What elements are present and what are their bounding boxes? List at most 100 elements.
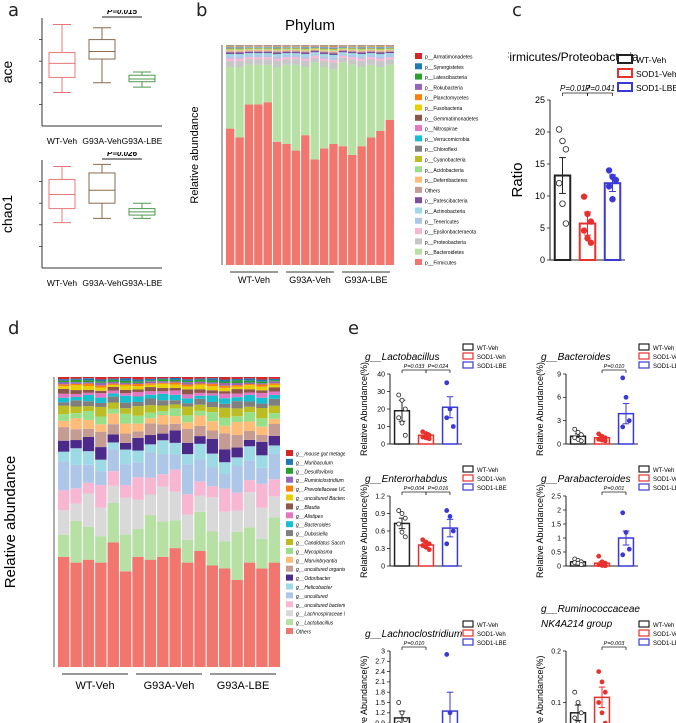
stack-segment [348, 57, 357, 60]
stack-segment [243, 378, 256, 381]
data-point [402, 515, 408, 521]
genus-stacked-chart: WT-Veh G93A-Veh G93A-LBE g__mouse gut metag… [2, 351, 345, 692]
y-axis-label: Relative Abundance(%) [535, 655, 545, 723]
box [88, 172, 116, 204]
stack-segment [219, 383, 231, 386]
ace-boxplot: ace WT-Veh G93A-Veh G93A-LBE P=0.015 [0, 10, 163, 146]
stack-segment [291, 64, 301, 151]
panel-letter-b: b [196, 0, 208, 21]
y-axis-label: Relative Abundance(%) [359, 655, 369, 723]
stack-segment [95, 536, 107, 563]
stack-segment [338, 146, 348, 265]
stack-segment [338, 47, 348, 49]
y-tick-label: 20 [377, 406, 385, 413]
p-value-label: P=0.003 [604, 641, 626, 647]
stack-segment [144, 444, 157, 453]
stack-segment [169, 423, 181, 431]
stack-segment [263, 53, 272, 55]
stack-segment [235, 47, 244, 49]
stack-segment [169, 548, 181, 667]
stack-segment [272, 49, 282, 51]
stack-segment [107, 449, 119, 472]
stack-segment [206, 565, 219, 667]
stack-segment [82, 401, 95, 407]
stack-segment [206, 401, 219, 408]
stack-segment [263, 51, 272, 54]
data-point [602, 563, 608, 569]
stack-segment [181, 379, 194, 381]
stack-segment [357, 50, 366, 52]
stack-segment [95, 393, 107, 398]
stack-segment [235, 56, 244, 59]
stack-segment [329, 50, 338, 52]
stack-segment [319, 48, 329, 49]
stack-segment [385, 119, 394, 265]
data-point [399, 420, 405, 426]
stack-segment [235, 137, 244, 265]
data-point [626, 546, 632, 552]
stack-segment [70, 520, 82, 563]
stack-segment [357, 48, 366, 50]
legend-label: p__Fusobacteria [425, 106, 462, 112]
data-point [609, 195, 616, 203]
stack-segment [226, 48, 235, 50]
legend-label: g__Lactobacillus [296, 621, 334, 627]
stack-segment [357, 51, 366, 53]
stack-segment [291, 51, 301, 54]
stack-segment [194, 383, 206, 385]
stack-segment [357, 60, 366, 67]
stack-segment [107, 384, 119, 387]
stack-segment [219, 474, 231, 489]
stack-segment [169, 491, 181, 521]
stack-segment [301, 48, 310, 50]
stack-segment [82, 392, 95, 395]
stack-segment [244, 53, 254, 55]
stack-segment [244, 57, 254, 60]
stack-segment [82, 411, 95, 420]
legend-swatch [415, 228, 422, 235]
legend-label: p__Bacteroidetes [425, 250, 464, 256]
stack-segment [169, 387, 181, 391]
legend-swatch [415, 166, 422, 173]
stack-segment [256, 386, 268, 391]
box [48, 52, 76, 78]
stack-segment [157, 381, 169, 383]
stack-segment [119, 384, 132, 386]
legend-swatch [415, 114, 422, 121]
legend-swatch [638, 620, 650, 628]
legend-swatch [286, 556, 293, 563]
stack-segment [256, 379, 268, 382]
stack-segment [119, 385, 132, 390]
stack-segment [268, 562, 280, 667]
stack-segment [206, 453, 219, 468]
data-point [587, 239, 595, 246]
data-point [580, 227, 588, 234]
stack-segment [235, 58, 244, 61]
legend-swatch [286, 503, 293, 510]
stack-segment [169, 377, 181, 378]
y-tick-label: 2.1 [375, 679, 385, 686]
stack-segment [376, 48, 385, 49]
stack-segment [272, 54, 282, 57]
data-point [596, 700, 602, 705]
data-point [426, 541, 432, 547]
stack-segment [82, 378, 95, 381]
stack-segment [58, 510, 70, 535]
stack-segment [144, 398, 157, 406]
stack-segment [231, 397, 243, 402]
stack-segment [319, 47, 329, 49]
stack-segment [58, 388, 70, 394]
stack-segment [272, 51, 282, 53]
stack-segment [144, 435, 157, 445]
stack-segment [256, 418, 268, 427]
stack-segment [144, 494, 157, 516]
stack-segment [95, 424, 107, 432]
stack-segment [181, 394, 194, 399]
stack-segment [169, 408, 181, 417]
data-point [626, 418, 632, 424]
stack-segment [95, 381, 107, 383]
stack-segment [385, 48, 394, 49]
legend-swatch [462, 361, 474, 369]
stack-segment [268, 418, 280, 425]
